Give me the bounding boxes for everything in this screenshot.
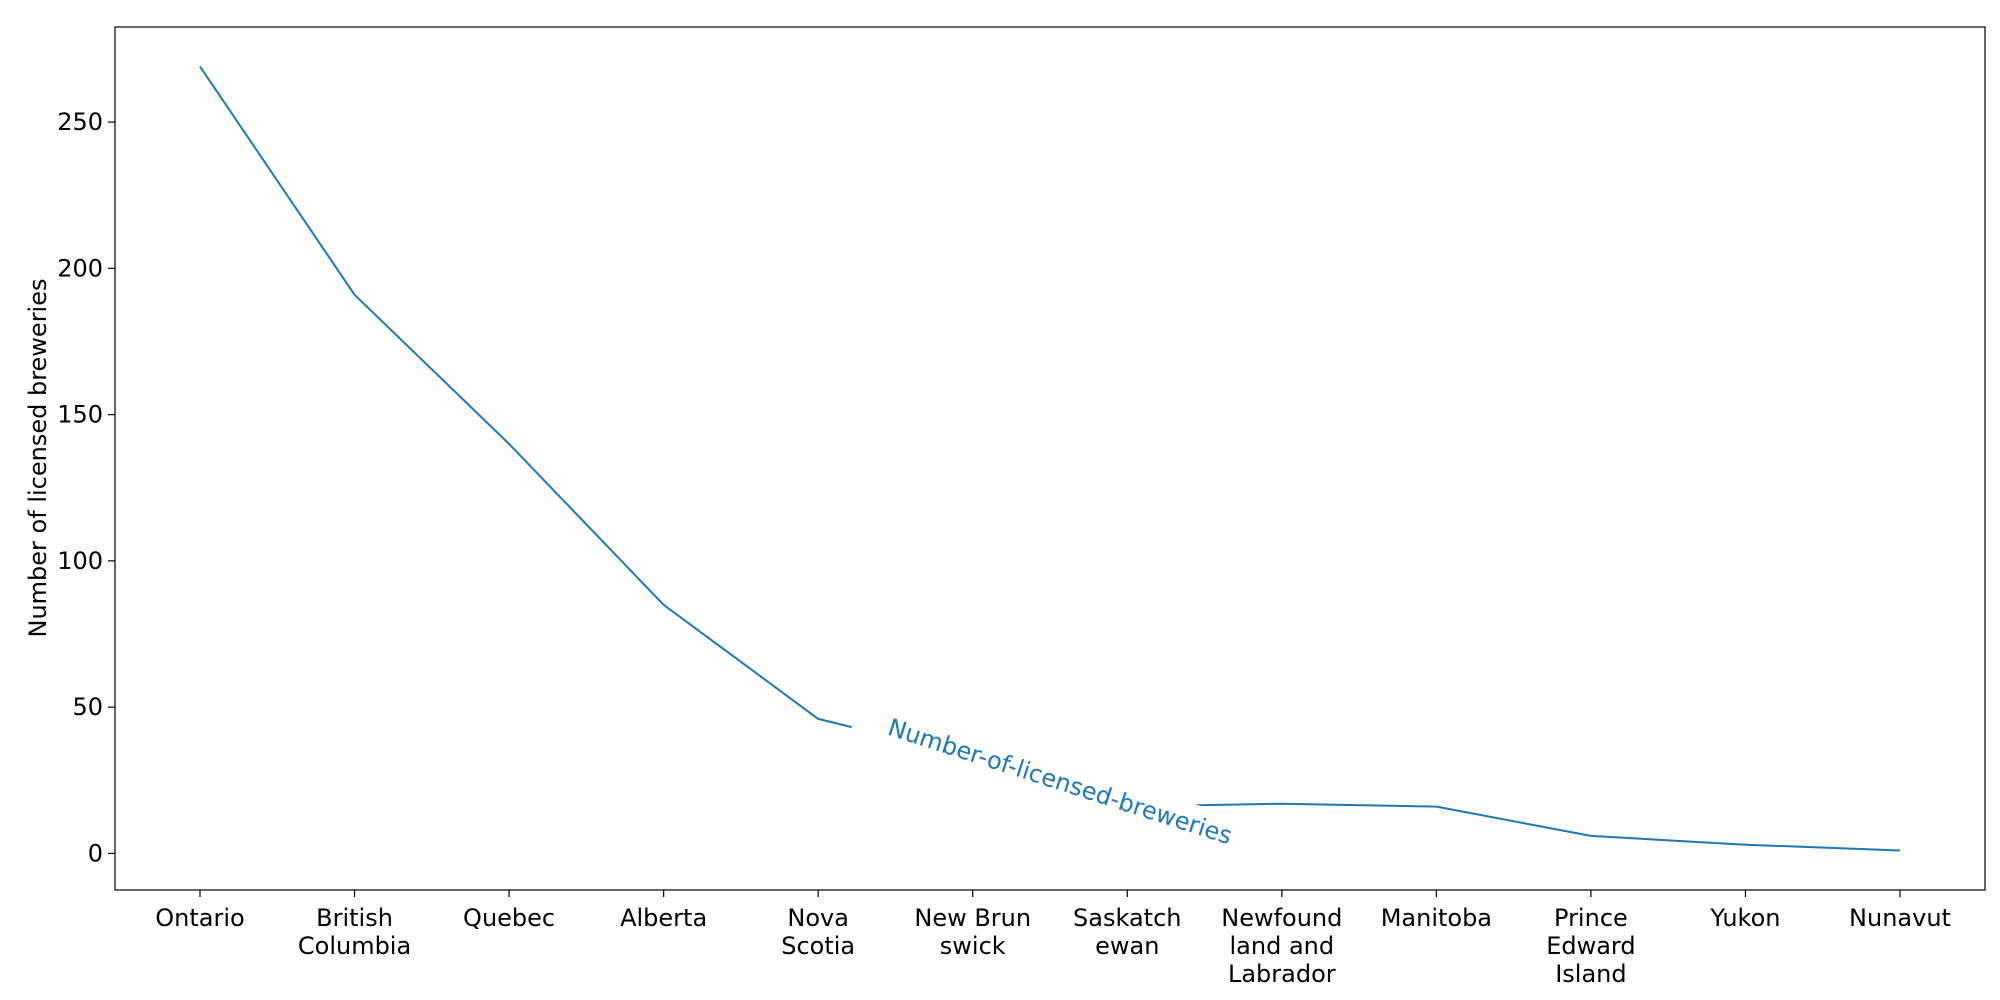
x-tick-label: Newfound land and Labrador	[1221, 904, 1342, 988]
y-tick-label: 50	[72, 693, 103, 721]
x-tick-label: New Brun swick	[914, 904, 1031, 960]
x-tick-label: British Columbia	[298, 904, 411, 960]
y-axis-title: Number of licensed breweries	[24, 279, 52, 638]
x-tick-label: Ontario	[155, 904, 244, 932]
plot-frame	[114, 26, 1986, 891]
y-tick-label: 150	[57, 401, 103, 429]
x-tick-label: Quebec	[463, 904, 555, 932]
x-tick-label: Nova Scotia	[781, 904, 855, 960]
y-tick-label: 100	[57, 547, 103, 575]
y-tick-label: 250	[57, 108, 103, 136]
x-tick-label: Saskatch ewan	[1073, 904, 1181, 960]
x-tick-label: Nunavut	[1849, 904, 1951, 932]
series-label-background	[849, 696, 1271, 867]
y-tick-label: 0	[88, 839, 103, 867]
y-tick-label: 200	[57, 254, 103, 282]
x-tick-label: Alberta	[620, 904, 707, 932]
x-tick-label: Manitoba	[1381, 904, 1492, 932]
x-tick-label: Yukon	[1709, 904, 1780, 932]
x-tick-label: Prince Edward Island	[1546, 904, 1635, 988]
y-axis: 0 50 100 150 200 250	[57, 108, 115, 867]
x-axis: Ontario British Columbia Quebec Alberta Nova S…	[155, 890, 1951, 988]
